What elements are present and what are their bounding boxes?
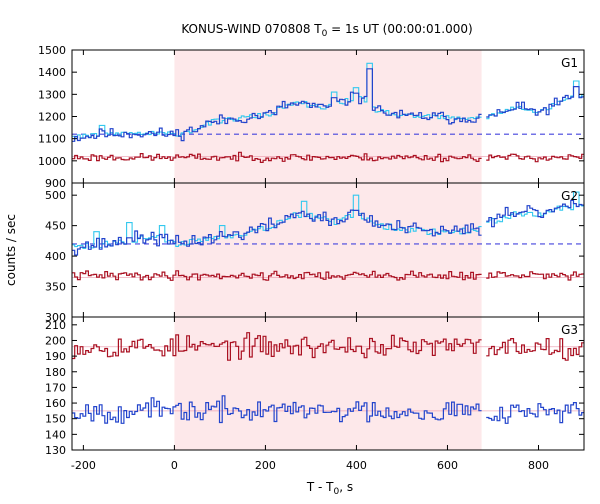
x-axis-label: T - T0, s (306, 480, 353, 497)
y-tick-label: 210 (45, 319, 66, 332)
y-tick-label: 450 (45, 220, 66, 233)
y-tick-label: 190 (45, 350, 66, 363)
x-tick-label: 400 (346, 459, 367, 472)
series-line (486, 271, 584, 281)
x-tick-label: 200 (255, 459, 276, 472)
shaded-interval (174, 183, 482, 317)
y-tick-label: 1000 (38, 155, 66, 168)
y-axis-label: counts / sec (4, 214, 18, 286)
y-tick-label: 300 (45, 311, 66, 324)
y-tick-label: 160 (45, 397, 66, 410)
y-tick-label: 200 (45, 334, 66, 347)
panel-label: G1 (561, 56, 578, 70)
y-tick-label: 150 (45, 413, 66, 426)
x-axis: -200 0 200 400 600 800 (71, 459, 549, 472)
shaded-interval (174, 50, 482, 183)
y-tick-label: 350 (45, 281, 66, 294)
panel-g2: 300 350 400 450 500 G2 (45, 182, 585, 324)
chart-title-sub: 0 (322, 29, 328, 39)
y-tick-label: 130 (45, 444, 66, 457)
y-tick-label: 180 (45, 366, 66, 379)
x-axis-label-sub: 0 (334, 487, 340, 497)
series-line (486, 402, 584, 424)
x-axis-label-prefix: T - T (306, 480, 334, 494)
x-tick-label: 0 (171, 459, 178, 472)
series-line (486, 199, 584, 228)
panel-g1: 900 1000 1100 1200 1300 1400 1500 G1 (38, 44, 585, 190)
chart-title-prefix: KONUS-WIND 070808 T (181, 22, 322, 36)
panel-label: G3 (561, 323, 578, 337)
y-tick-label: 400 (45, 250, 66, 263)
chart-title-suffix: = 1s UT (00:00:01.000) (327, 22, 472, 36)
y-tick-label: 140 (45, 428, 66, 441)
shaded-interval (174, 317, 482, 450)
x-tick-label: -200 (71, 459, 96, 472)
series-line (72, 68, 482, 142)
series-line (486, 86, 584, 118)
y-tick-label: 170 (45, 381, 66, 394)
y-tick-label: 1100 (38, 133, 66, 146)
y-tick-label: 1200 (38, 111, 66, 124)
chart-title: KONUS-WIND 070808 T0 = 1s UT (00:00:01.0… (181, 22, 472, 39)
y-tick-label: 1400 (38, 66, 66, 79)
series-line (72, 151, 482, 163)
y-tick-label: 500 (45, 189, 66, 202)
panels-group: 900 1000 1100 1200 1300 1400 1500 G1 300 350 400 45… (38, 44, 585, 457)
series-line (486, 338, 584, 361)
y-tick-label: 1500 (38, 44, 66, 57)
x-axis-label-suffix: , s (339, 480, 353, 494)
y-tick-label: 1300 (38, 88, 66, 101)
series-line (72, 395, 482, 424)
panel-g3: 130 140 150 160 170 180 190 200 210 G3 (45, 316, 585, 457)
series-line (72, 332, 482, 361)
series-line (72, 209, 482, 256)
series-line (486, 153, 584, 163)
x-tick-label: 800 (528, 459, 549, 472)
panel-label: G2 (561, 189, 578, 203)
y-tick-label: 900 (45, 177, 66, 190)
panel-frame (71, 316, 585, 451)
x-tick-label: 600 (437, 459, 458, 472)
series-line (72, 270, 482, 281)
